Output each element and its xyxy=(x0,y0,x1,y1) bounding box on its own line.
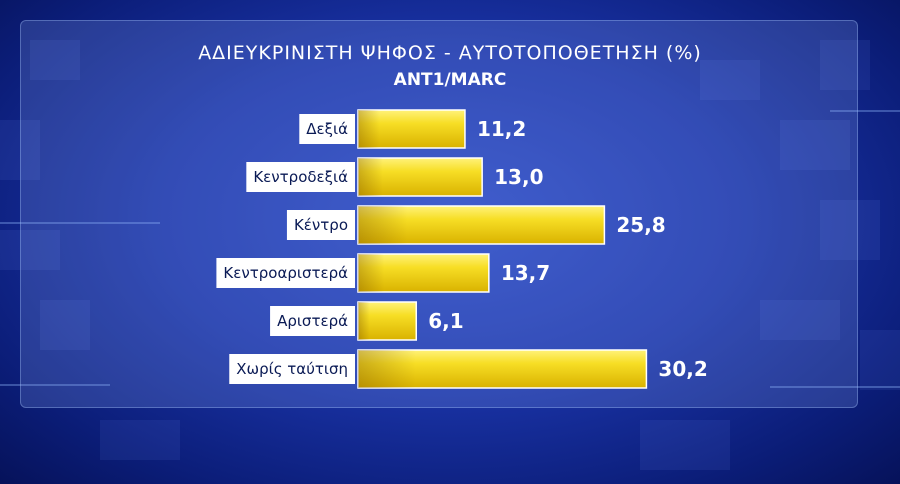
chart-subtitle: ANT1/MARC xyxy=(393,70,507,90)
value-label: 13,0 xyxy=(494,165,543,189)
value-label: 13,7 xyxy=(501,261,550,285)
category-label: Κεντροαριστερά xyxy=(223,264,348,282)
value-label: 30,2 xyxy=(658,357,707,381)
background-tile xyxy=(100,420,180,460)
bar-shade xyxy=(358,206,605,244)
category-label: Χωρίς ταύτιση xyxy=(236,360,348,378)
category-label-box xyxy=(286,210,355,240)
category-label-box xyxy=(229,354,355,384)
category-label: Κεντροδεξιά xyxy=(253,168,348,186)
background-streak xyxy=(0,384,110,386)
background-tile xyxy=(0,230,60,270)
category-label-box xyxy=(270,306,355,336)
background-tile xyxy=(780,120,850,170)
category-label-box xyxy=(299,114,355,144)
background-tile xyxy=(700,60,760,100)
background-tile xyxy=(760,300,840,340)
background-streak xyxy=(770,386,900,388)
background-tile xyxy=(820,200,880,260)
background-streak xyxy=(830,110,900,112)
category-label: Δεξιά xyxy=(306,120,348,138)
category-label-box xyxy=(216,258,355,288)
value-label: 11,2 xyxy=(477,117,526,141)
background-tile xyxy=(30,40,80,80)
background-tile xyxy=(0,120,40,180)
background-tile xyxy=(40,300,90,350)
category-label-box xyxy=(246,162,355,192)
value-label: 25,8 xyxy=(616,213,665,237)
chart-title: ΑΔΙΕΥΚΡΙΝΙΣΤΗ ΨΗΦΟΣ - ΑΥΤΟΤΟΠΟΘΕΤΗΣΗ (%) xyxy=(198,42,702,64)
background-tile xyxy=(860,330,900,390)
background-streak xyxy=(0,222,160,224)
category-label: Αριστερά xyxy=(277,312,348,330)
value-label: 6,1 xyxy=(428,309,463,333)
category-label: Κέντρο xyxy=(294,216,348,234)
bar-shade xyxy=(358,158,483,196)
bar-shade xyxy=(358,254,489,292)
bar-shade xyxy=(358,350,647,388)
background-tile xyxy=(820,40,870,90)
bar-shade xyxy=(358,302,417,340)
bar-shade xyxy=(358,110,465,148)
background-tile xyxy=(640,420,730,470)
